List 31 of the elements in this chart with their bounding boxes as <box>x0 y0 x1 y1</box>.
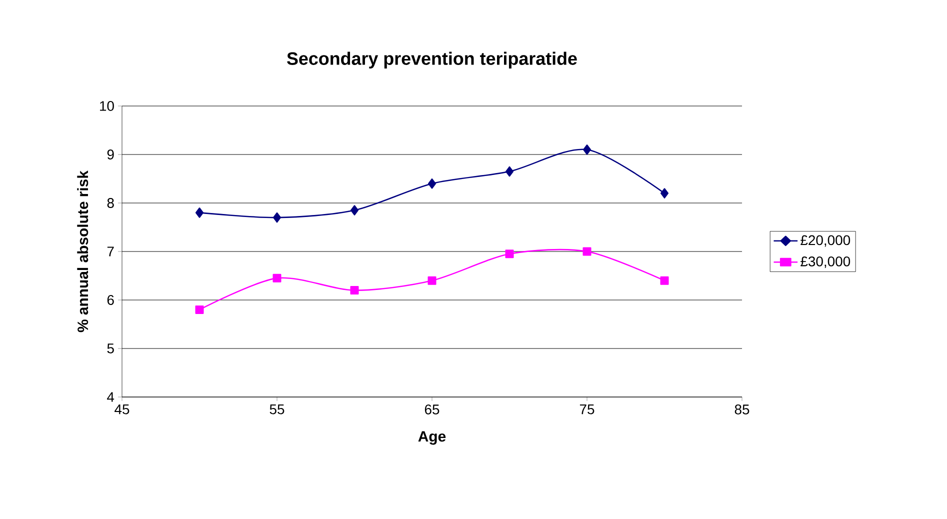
x-tick-label: 45 <box>114 404 130 414</box>
chart-title: Secondary prevention teriparatide <box>287 52 577 68</box>
point <box>272 212 282 223</box>
point <box>350 286 359 295</box>
y-tick-label: 7 <box>107 246 114 256</box>
x-axis-title: Age <box>418 431 446 445</box>
point <box>660 188 669 198</box>
point <box>428 178 436 189</box>
point <box>195 208 204 218</box>
point <box>195 305 204 314</box>
point <box>428 276 436 285</box>
point <box>582 247 592 256</box>
point <box>505 166 514 177</box>
y-axis-title: % annual absolute risk <box>77 170 88 332</box>
legend-label: £20,000 <box>800 235 850 247</box>
y-tick-label: 10 <box>100 101 114 111</box>
y-tick-label: 9 <box>107 150 114 160</box>
y-tick-label: 4 <box>107 392 114 402</box>
legend-label: £30,000 <box>800 256 850 268</box>
x-tick-label: 55 <box>270 404 284 414</box>
x-tick-label: 75 <box>580 404 594 414</box>
y-tick-label: 5 <box>107 344 114 354</box>
point <box>660 276 669 285</box>
y-tick-label: 6 <box>107 295 114 305</box>
point <box>350 205 359 216</box>
point <box>272 274 282 282</box>
x-tick-label: 85 <box>734 404 750 414</box>
point <box>582 144 592 155</box>
x-tick-label: 65 <box>424 404 440 414</box>
point <box>505 250 514 258</box>
y-tick-label: 8 <box>107 198 114 208</box>
